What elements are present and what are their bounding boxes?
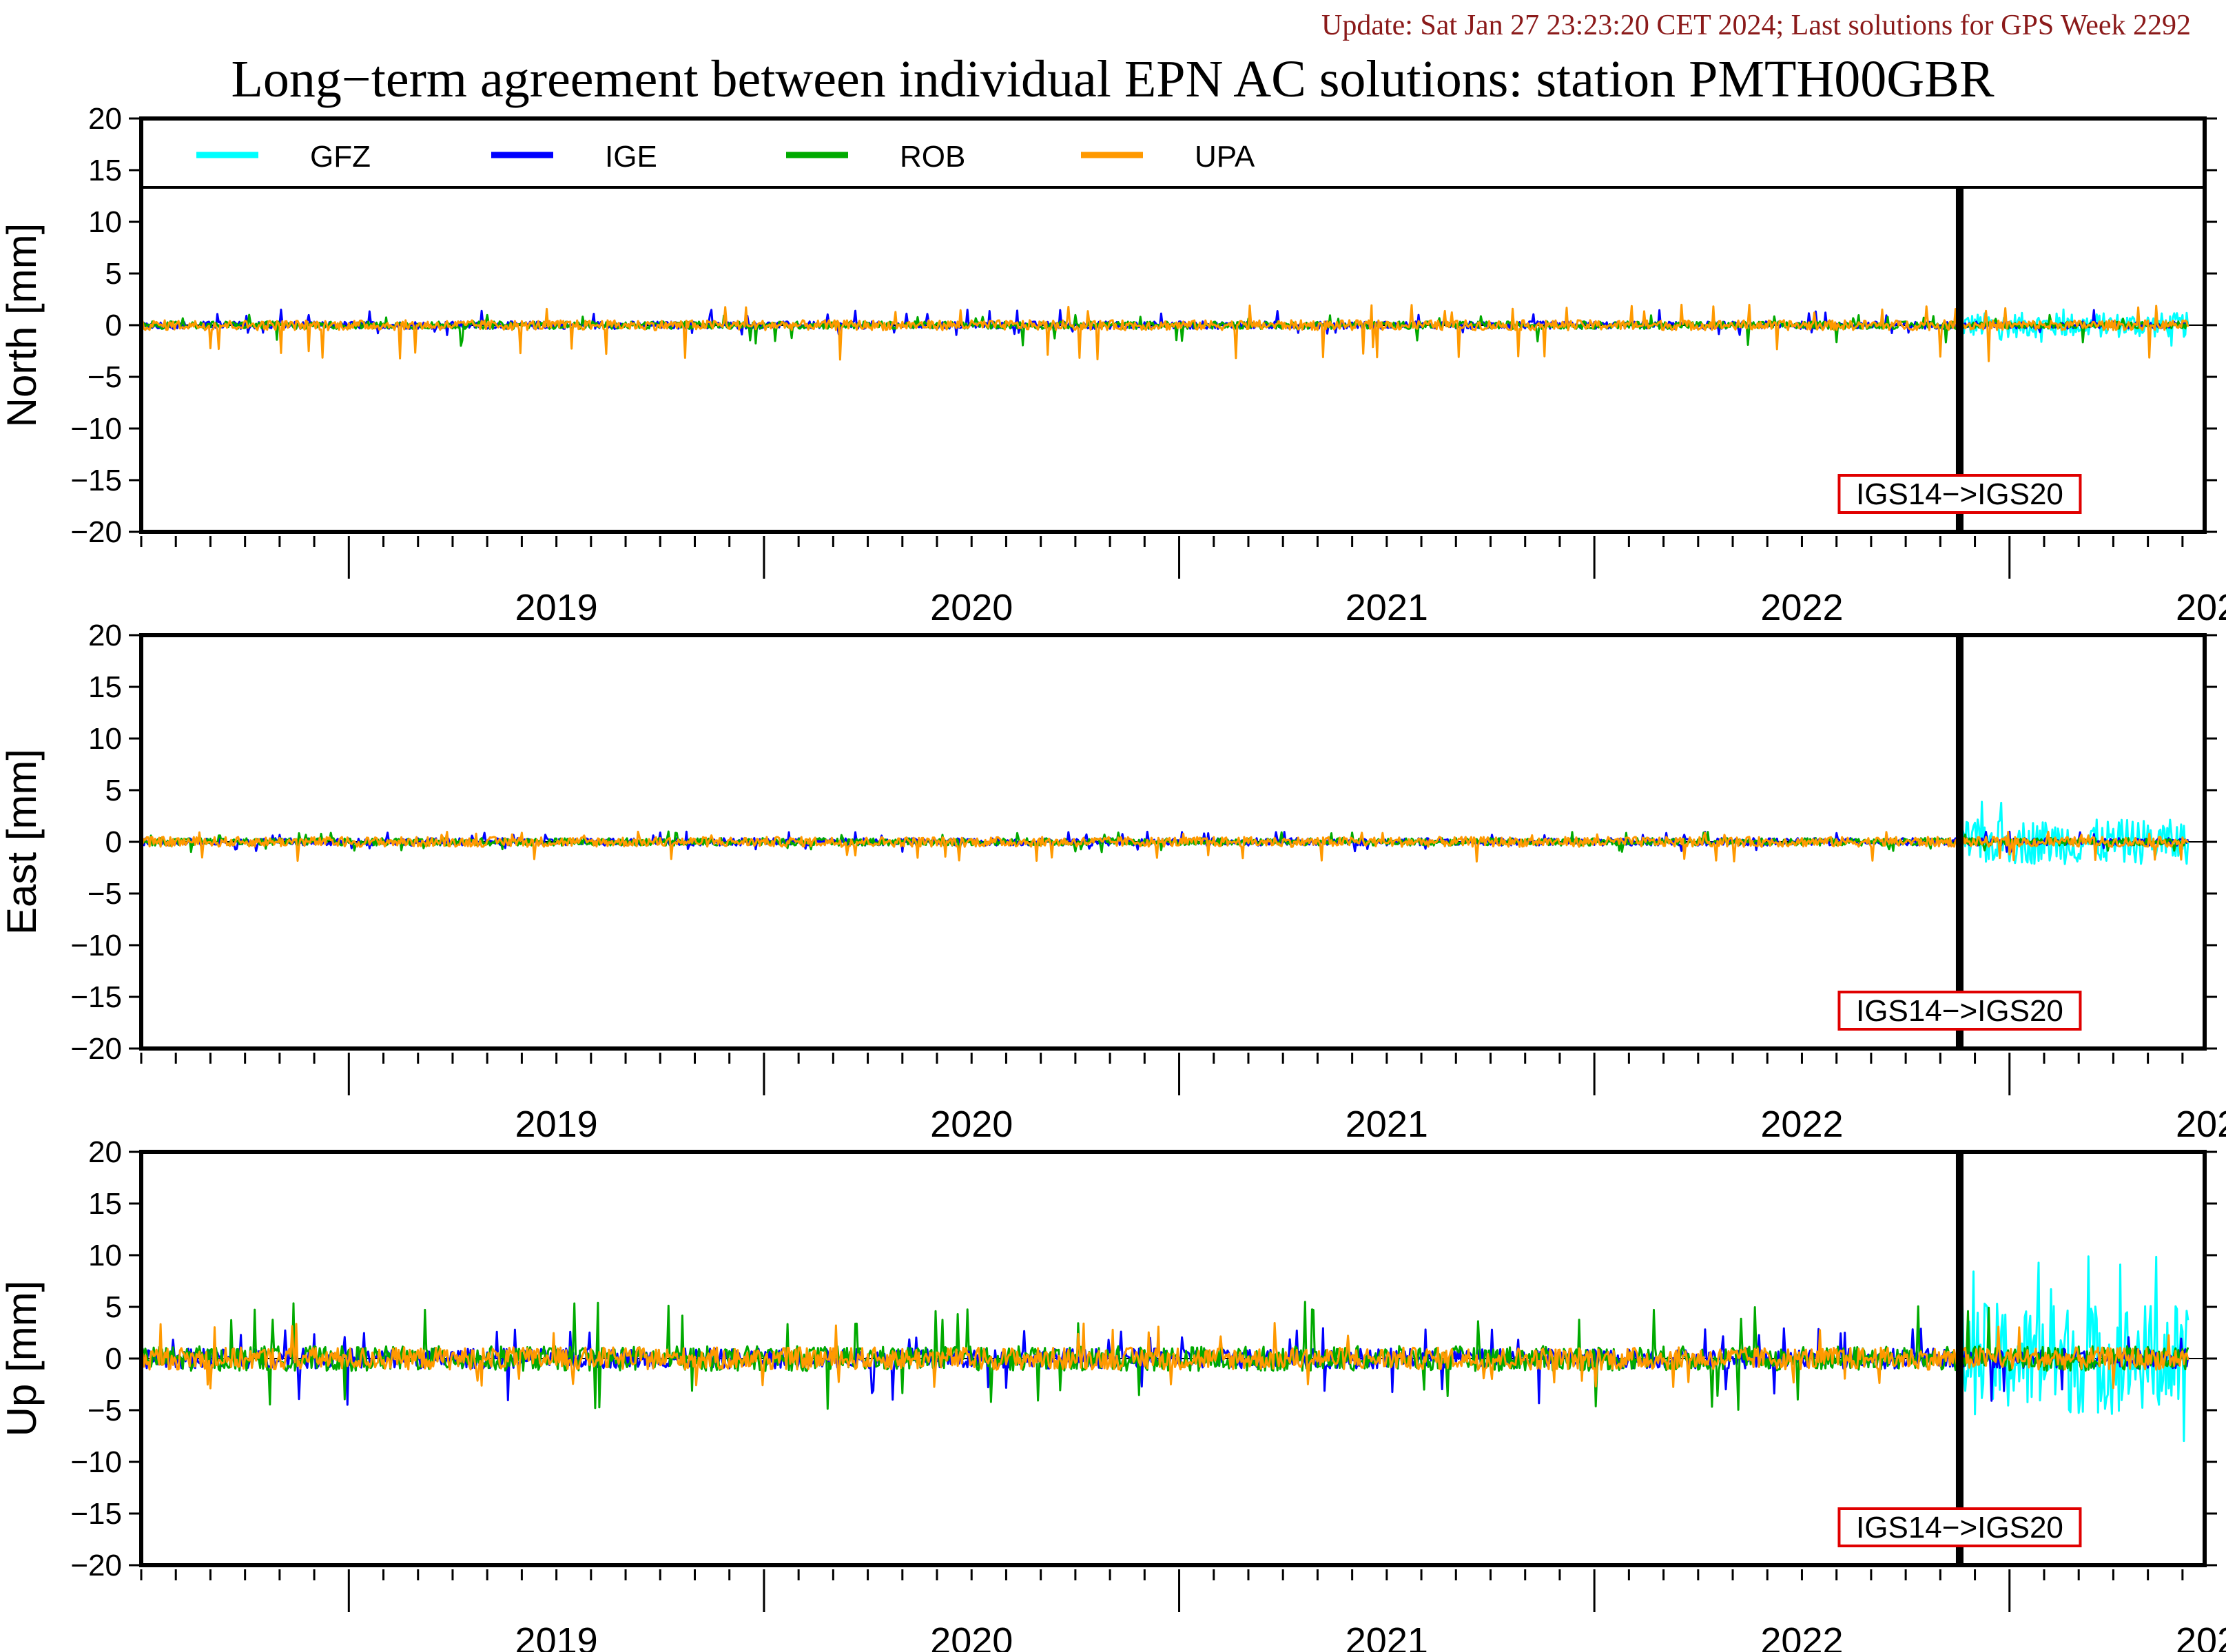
y-tick-label: −5 — [87, 1394, 122, 1427]
x-year-label: 2019 — [515, 1620, 598, 1652]
y-tick-label: 15 — [88, 154, 122, 187]
legend-label-gfz: GFZ — [310, 140, 371, 174]
legend-background — [141, 118, 2205, 187]
frame-change-label: IGS14−>IGS20 — [1856, 994, 2063, 1028]
y-tick-label: 0 — [105, 1342, 122, 1376]
x-year-label: 2020 — [930, 1620, 1013, 1652]
x-year-label: 2022 — [1760, 1620, 1843, 1652]
y-tick-label: −20 — [70, 515, 122, 549]
x-year-label: 2021 — [1346, 587, 1428, 628]
legend-label-ige: IGE — [605, 140, 657, 174]
x-year-label: 2019 — [515, 1104, 598, 1145]
chart-title: Long−term agreement between individual E… — [231, 50, 1994, 108]
x-year-label: 2023 — [2176, 1104, 2226, 1145]
x-year-label: 2022 — [1760, 1104, 1843, 1145]
x-year-label: 2021 — [1346, 1104, 1428, 1145]
update-timestamp: Update: Sat Jan 27 23:23:20 CET 2024; La… — [1321, 10, 2191, 41]
frame-change-label-box — [1837, 1507, 2082, 1547]
series-group — [141, 1255, 2189, 1443]
y-tick-label: −10 — [70, 412, 122, 446]
y-tick-label: 10 — [88, 205, 122, 239]
x-year-label: 2020 — [930, 587, 1013, 628]
y-tick-label: 20 — [88, 102, 122, 136]
y-axis-label: Up [mm] — [0, 1281, 45, 1437]
y-tick-label: 5 — [105, 774, 122, 807]
x-year-label: 2019 — [515, 587, 598, 628]
frame-change-label: IGS14−>IGS20 — [1856, 477, 2063, 511]
series-upa-line — [141, 303, 2189, 362]
y-tick-label: −15 — [70, 980, 122, 1014]
y-tick-label: 5 — [105, 257, 122, 291]
y-tick-label: −10 — [70, 1445, 122, 1479]
x-year-label: 2023 — [2176, 1620, 2226, 1652]
y-tick-label: 15 — [88, 670, 122, 704]
y-tick-label: 0 — [105, 825, 122, 859]
y-tick-label: 15 — [88, 1187, 122, 1221]
frame-change-label: IGS14−>IGS20 — [1856, 1511, 2063, 1545]
y-tick-label: 10 — [88, 1239, 122, 1272]
y-tick-label: −5 — [87, 360, 122, 394]
y-tick-label: −5 — [87, 877, 122, 911]
y-axis-label: North [mm] — [0, 223, 45, 428]
panel-up: IGS14−>IGS20 20 15 10 5 0 −5 −10 −15 −20 Up [mm] 20… — [0, 1135, 2226, 1652]
panel-frame-overlay — [139, 116, 2207, 534]
x-year-label: 2020 — [930, 1104, 1013, 1145]
legend-label-upa: UPA — [1195, 140, 1255, 174]
legend-label-rob: ROB — [900, 140, 965, 174]
panels-group: IGS14−>IGS20 20 15 10 5 0 −5 −10 −15 −20 North [mm… — [0, 102, 2226, 1652]
y-tick-label: −20 — [70, 1549, 122, 1582]
y-axis-label: East [mm] — [0, 749, 45, 935]
y-tick-label: −15 — [70, 464, 122, 497]
x-year-label: 2021 — [1346, 1620, 1428, 1652]
series-group — [141, 801, 2189, 865]
panel-north: IGS14−>IGS20 20 15 10 5 0 −5 −10 −15 −20 North [mm… — [0, 102, 2226, 628]
series-upa-line — [141, 1322, 2189, 1390]
y-tick-label: −15 — [70, 1497, 122, 1531]
series-upa-line — [141, 830, 2189, 863]
panel-east: IGS14−>IGS20 20 15 10 5 0 −5 −10 −15 −20 East [mm]… — [0, 619, 2226, 1145]
y-tick-label: −10 — [70, 929, 122, 962]
frame-change-label-box — [1837, 474, 2082, 514]
series-group — [141, 303, 2189, 362]
y-tick-label: 20 — [88, 619, 122, 652]
y-tick-label: 0 — [105, 309, 122, 342]
series-gfz-line — [1959, 1255, 2189, 1443]
y-tick-label: −20 — [70, 1032, 122, 1066]
y-tick-label: 5 — [105, 1290, 122, 1324]
x-year-label: 2022 — [1760, 587, 1843, 628]
x-year-label: 2023 — [2176, 587, 2226, 628]
y-tick-label: 10 — [88, 722, 122, 756]
frame-change-label-box — [1837, 991, 2082, 1031]
y-tick-label: 20 — [88, 1135, 122, 1169]
